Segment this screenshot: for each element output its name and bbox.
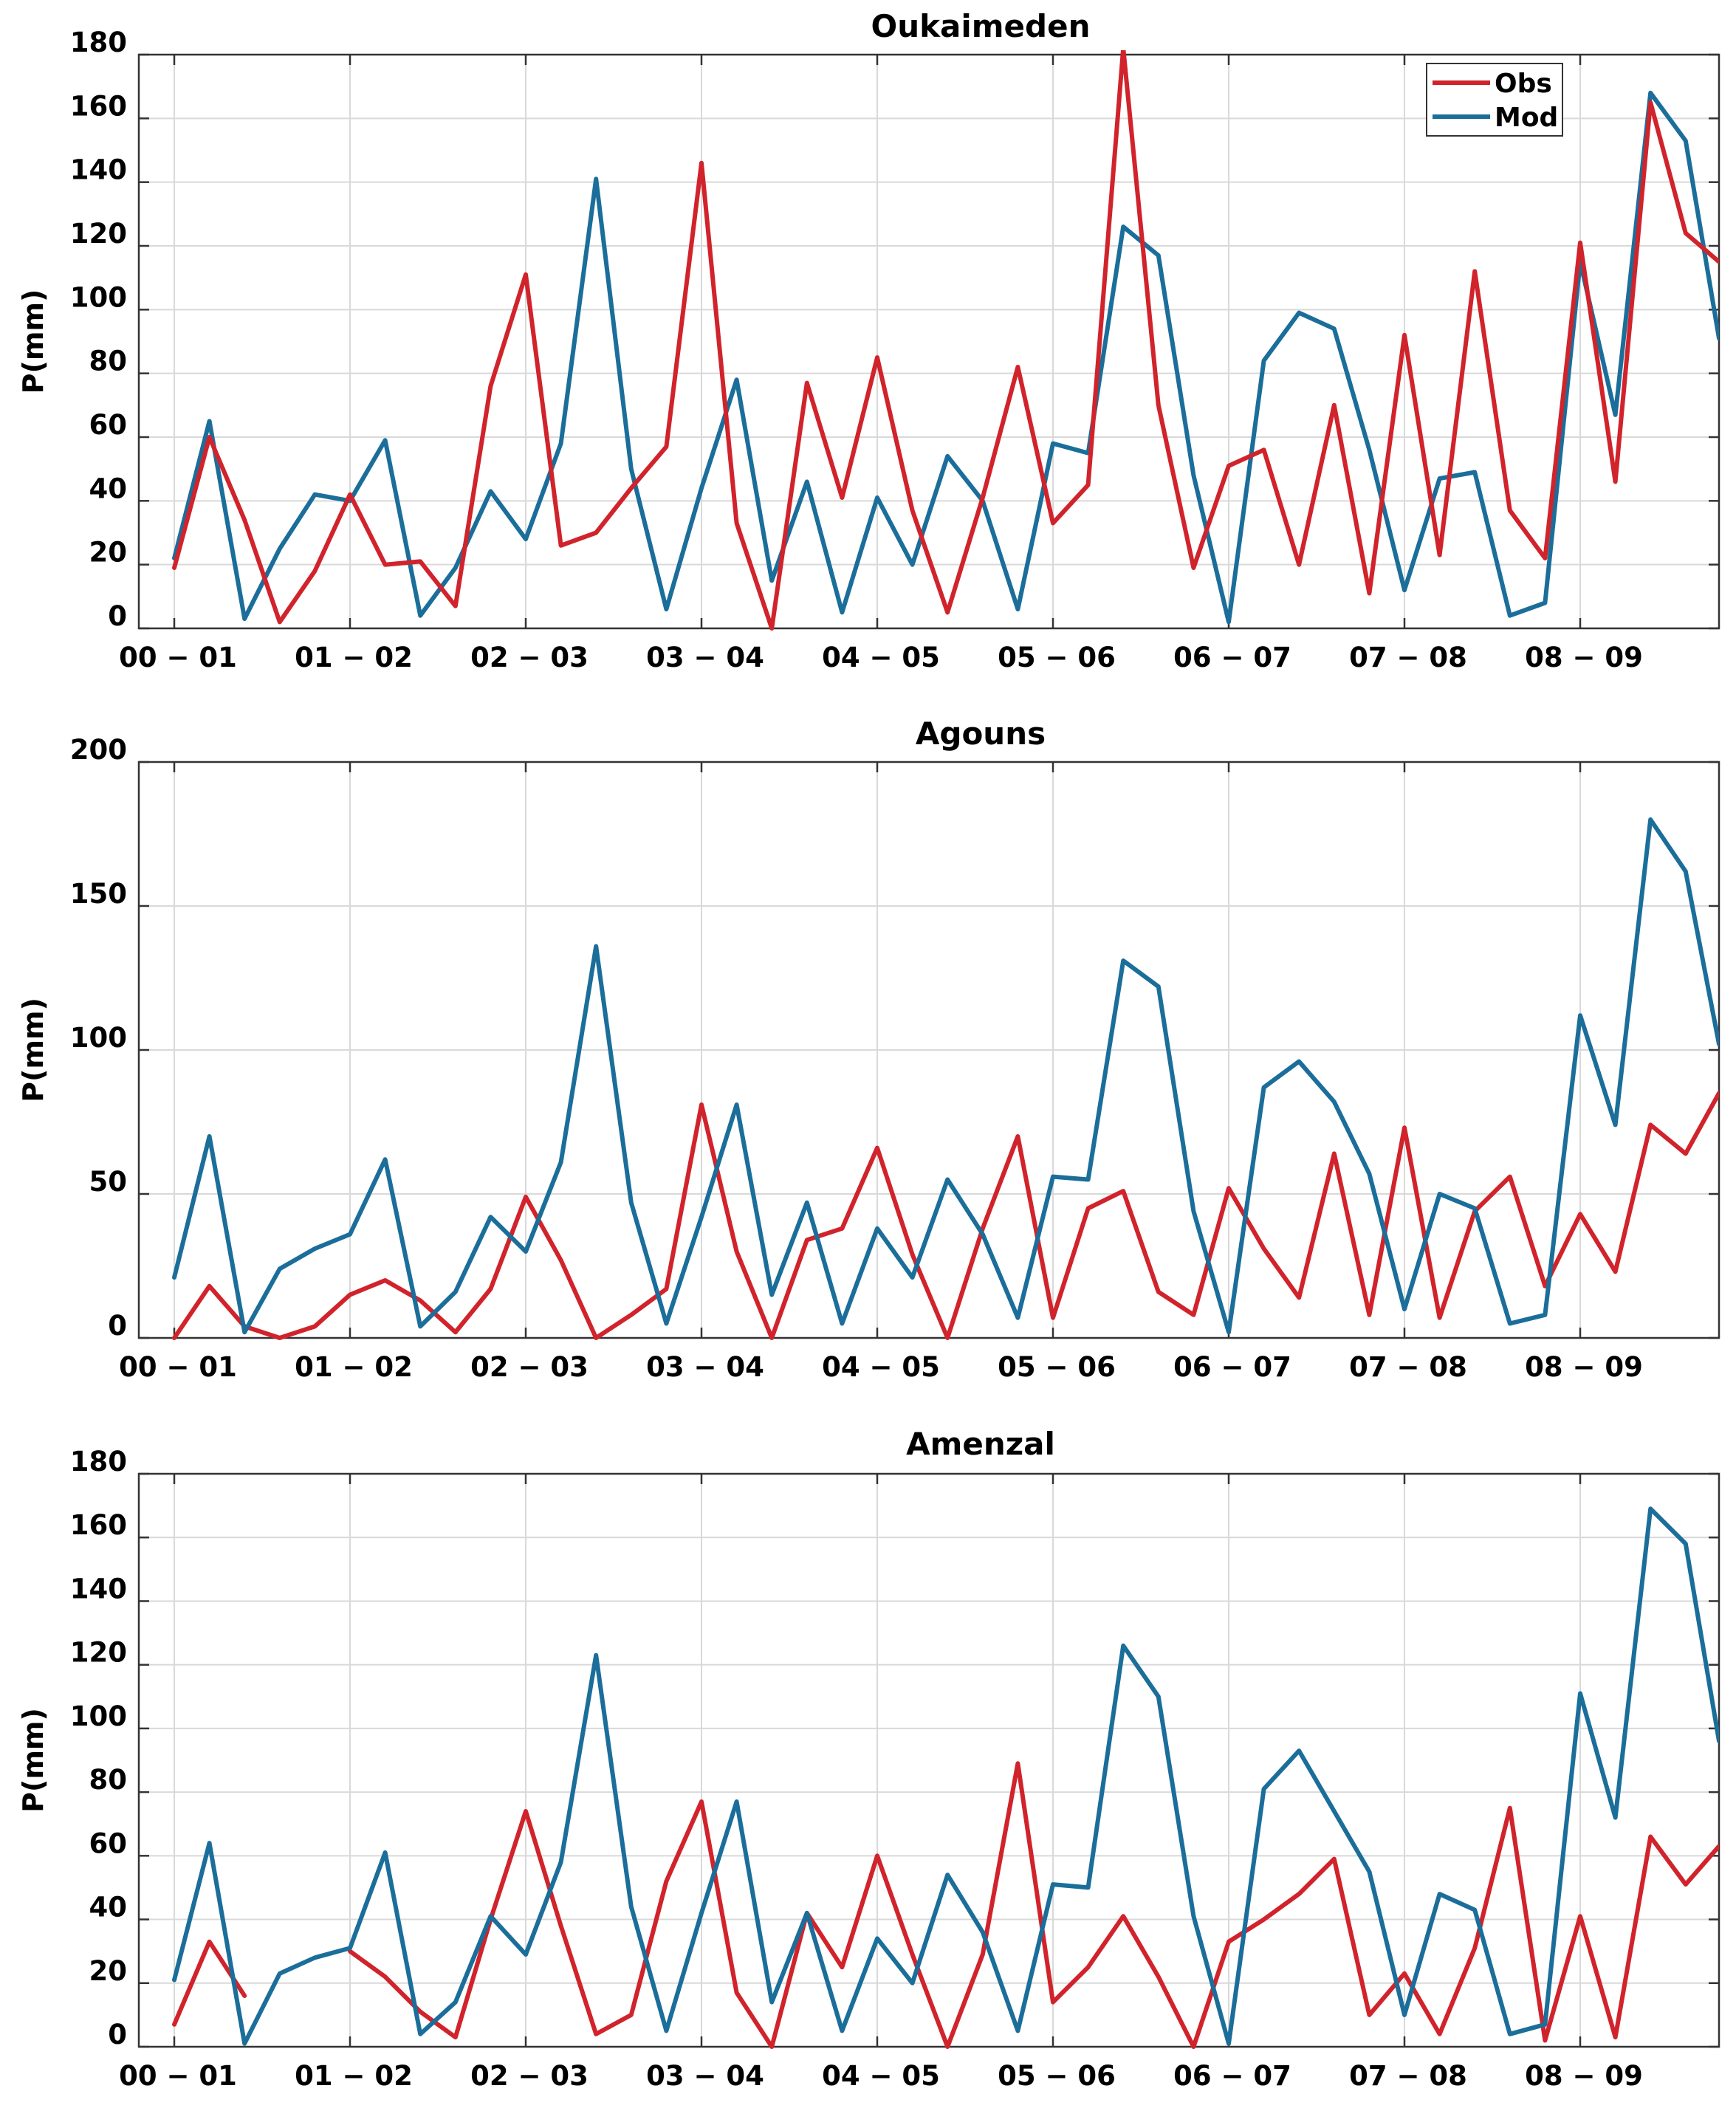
series-line-mod: [172, 90, 1719, 625]
x-tick-label: 02 − 03: [470, 2060, 589, 2092]
y-tick-label: 100: [70, 1022, 127, 1054]
y-tick-label: 50: [89, 1166, 128, 1198]
x-tick-label: 05 − 06: [998, 2060, 1116, 2092]
y-tick-label: 140: [70, 1573, 127, 1604]
y-axis-label: P(mm): [17, 1708, 49, 1813]
y-tick-label: 180: [70, 1446, 127, 1477]
y-tick-label: 20: [89, 537, 128, 569]
x-tick-label: 07 − 08: [1349, 2060, 1467, 2092]
y-tick-label: 20: [89, 1955, 128, 1987]
y-tick-label: 160: [70, 90, 127, 122]
y-tick-label: 0: [108, 2019, 127, 2050]
x-tick-label: 00 − 01: [119, 642, 237, 673]
x-tick-label: 04 − 05: [822, 642, 940, 673]
x-tick-label: 07 − 08: [1349, 642, 1467, 673]
x-tick-label: 02 − 03: [470, 1351, 589, 1383]
y-tick-label: 140: [70, 154, 127, 186]
y-tick-label: 200: [70, 734, 127, 766]
panel-amenzal: 0 20 40 60 80 100 120 140 160 180 00 − 01 01 − 02 02…: [17, 1426, 1720, 2092]
y-tick-label: 180: [70, 27, 127, 58]
x-tick-label: 06 − 07: [1173, 642, 1291, 673]
y-axis-label: P(mm): [17, 998, 49, 1102]
x-tick-label: 04 − 05: [822, 1351, 940, 1383]
chart-title: Agouns: [916, 715, 1046, 752]
y-tick-label: 80: [89, 1764, 128, 1796]
x-tick-label: 07 − 08: [1349, 1351, 1467, 1383]
y-tick-label: 80: [89, 346, 128, 377]
series-line-obs: [172, 1091, 1719, 1340]
x-tick-label: 08 − 09: [1525, 642, 1643, 673]
x-tick-label: 00 − 01: [119, 1351, 237, 1383]
series-line-obs: [172, 50, 1719, 631]
x-tick-label: 06 − 07: [1173, 2060, 1291, 2092]
y-tick-label: 0: [108, 1310, 127, 1342]
y-tick-label: 150: [70, 878, 127, 910]
y-tick-label: 0: [108, 600, 127, 632]
x-tick-label: 06 − 07: [1173, 1351, 1291, 1383]
legend-box: [1426, 63, 1563, 137]
y-tick-label: 120: [70, 218, 127, 250]
x-tick-label: 03 − 04: [646, 1351, 764, 1383]
x-tick-label: 02 − 03: [470, 642, 589, 673]
y-tick-label: 60: [89, 409, 128, 441]
y-tick-label: 60: [89, 1827, 128, 1859]
y-tick-label: 100: [70, 281, 127, 313]
panel-oukaimeden: 0 20 40 60 80 100 120 140 160 180 00 − 01 01 − 02 02…: [17, 8, 1720, 673]
legend: Obs Mod: [1426, 63, 1563, 137]
panel-agouns: 0 50 100 150 200 00 − 01 01 − 02 02 − 03 03 − 04…: [17, 715, 1720, 1383]
y-tick-label: 120: [70, 1637, 127, 1669]
x-tick-label: 01 − 02: [295, 1351, 413, 1383]
series-line-mod: [172, 817, 1719, 1335]
x-tick-label: 08 − 09: [1525, 2060, 1643, 2092]
x-tick-label: 04 − 05: [822, 2060, 940, 2092]
x-tick-label: 01 − 02: [295, 642, 413, 673]
y-tick-label: 100: [70, 1700, 127, 1732]
plot-frame: [137, 53, 1720, 630]
y-tick-label: 160: [70, 1509, 127, 1541]
x-tick-label: 01 − 02: [295, 2060, 413, 2092]
y-tick-label: 40: [89, 1892, 128, 1923]
y-axis-label: P(mm): [17, 289, 49, 394]
chart-title: Oukaimeden: [871, 8, 1091, 44]
chart-title: Amenzal: [906, 1426, 1055, 1462]
plot-frame: [137, 1472, 1720, 2048]
x-tick-label: 08 − 09: [1525, 1351, 1643, 1383]
legend-label-mod: Mod: [1495, 103, 1558, 133]
x-tick-label: 03 − 04: [646, 2060, 764, 2092]
x-tick-label: 05 − 06: [998, 642, 1116, 673]
y-tick-label: 40: [89, 473, 128, 504]
x-tick-label: 00 − 01: [119, 2060, 237, 2092]
legend-label-obs: Obs: [1495, 69, 1552, 99]
x-tick-label: 05 − 06: [998, 1351, 1116, 1383]
series-line-mod: [172, 1506, 1719, 2046]
series-line-obs: [172, 1761, 1719, 2049]
x-tick-label: 03 − 04: [646, 642, 764, 673]
